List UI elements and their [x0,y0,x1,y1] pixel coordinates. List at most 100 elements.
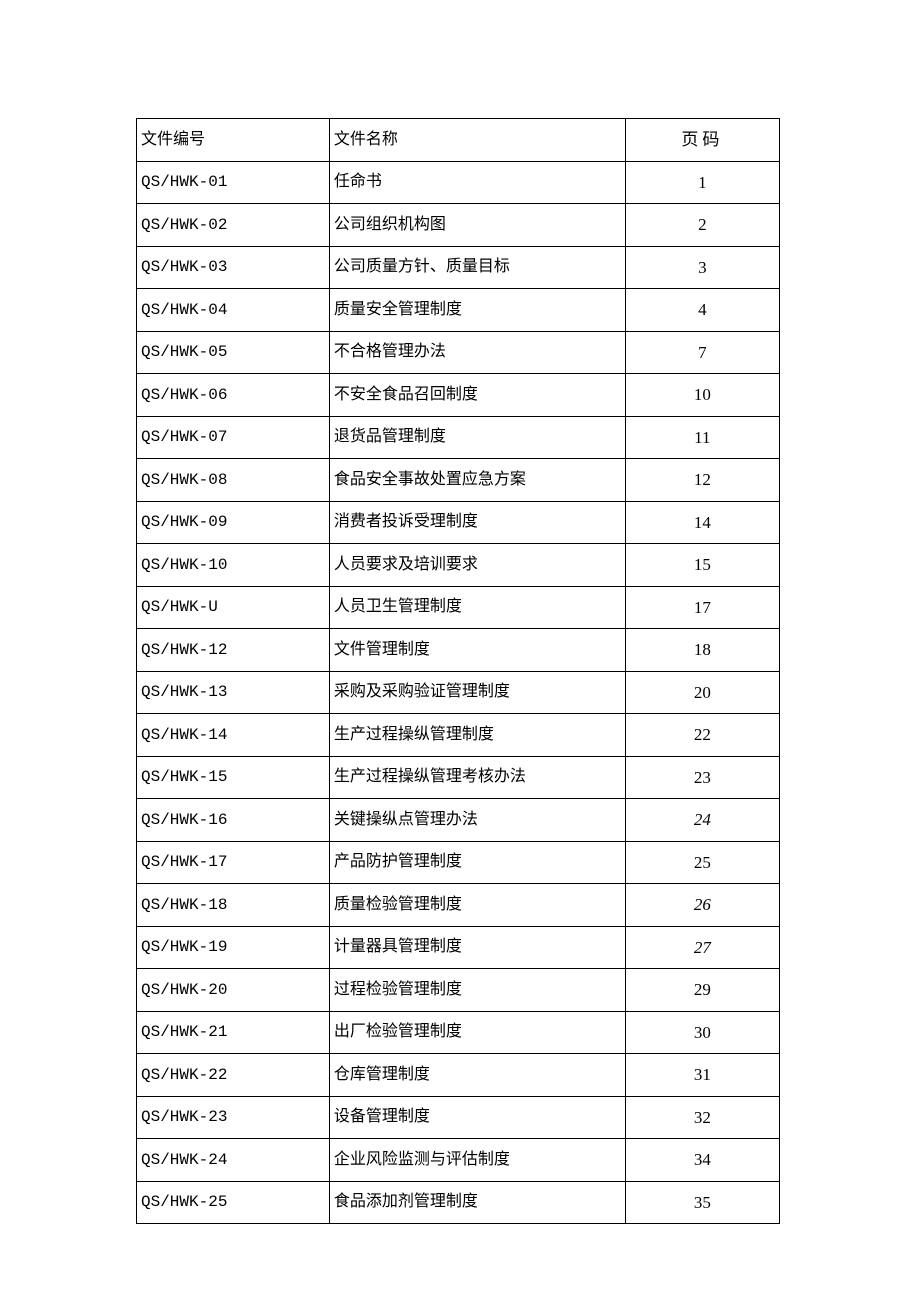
cell-page: 22 [625,714,779,757]
document-index-table: 文件编号 文件名称 页码 QS/HWK-01任命书1QS/HWK-02公司组织机… [136,118,780,1224]
cell-page: 31 [625,1054,779,1097]
cell-name: 生产过程操纵管理制度 [329,714,625,757]
cell-code: QS/HWK-09 [137,501,330,544]
table-row: QS/HWK-03公司质量方针、质量目标3 [137,246,780,289]
cell-name: 设备管理制度 [329,1096,625,1139]
cell-page: 29 [625,969,779,1012]
cell-code: QS/HWK-15 [137,756,330,799]
cell-name: 仓库管理制度 [329,1054,625,1097]
cell-page: 25 [625,841,779,884]
cell-page: 23 [625,756,779,799]
cell-page: 3 [625,246,779,289]
cell-name: 食品添加剂管理制度 [329,1181,625,1224]
cell-name: 消费者投诉受理制度 [329,501,625,544]
cell-code: QS/HWK-06 [137,374,330,417]
cell-code: QS/HWK-07 [137,416,330,459]
cell-name: 人员要求及培训要求 [329,544,625,587]
table-row: QS/HWK-13采购及采购验证管理制度20 [137,671,780,714]
cell-code: QS/HWK-25 [137,1181,330,1224]
table-row: QS/HWK-09消费者投诉受理制度14 [137,501,780,544]
table-row: QS/HWK-02公司组织机构图2 [137,204,780,247]
cell-page: 27 [625,926,779,969]
table-row: QS/HWK-25食品添加剂管理制度35 [137,1181,780,1224]
table-row: QS/HWK-19计量器具管理制度27 [137,926,780,969]
table-row: QS/HWK-23设备管理制度32 [137,1096,780,1139]
cell-name: 退货品管理制度 [329,416,625,459]
cell-page: 20 [625,671,779,714]
cell-name: 企业风险监测与评估制度 [329,1139,625,1182]
cell-page: 7 [625,331,779,374]
cell-code: QS/HWK-19 [137,926,330,969]
table-row: QS/HWK-17产品防护管理制度25 [137,841,780,884]
cell-name: 关键操纵点管理办法 [329,799,625,842]
cell-name: 过程检验管理制度 [329,969,625,1012]
cell-page: 11 [625,416,779,459]
cell-code: QS/HWK-24 [137,1139,330,1182]
table-row: QS/HWK-08食品安全事故处置应急方案12 [137,459,780,502]
cell-code: QS/HWK-03 [137,246,330,289]
header-code: 文件编号 [137,119,330,162]
cell-code: QS/HWK-04 [137,289,330,332]
cell-page: 18 [625,629,779,672]
table-body: 文件编号 文件名称 页码 QS/HWK-01任命书1QS/HWK-02公司组织机… [137,119,780,1224]
cell-page: 15 [625,544,779,587]
cell-name: 任命书 [329,161,625,204]
table-row: QS/HWK-04质量安全管理制度4 [137,289,780,332]
cell-code: QS/HWK-16 [137,799,330,842]
table-row: QS/HWK-01任命书1 [137,161,780,204]
cell-code: QS/HWK-21 [137,1011,330,1054]
table-row: QS/HWK-U人员卫生管理制度17 [137,586,780,629]
table-row: QS/HWK-15生产过程操纵管理考核办法23 [137,756,780,799]
cell-name: 人员卫生管理制度 [329,586,625,629]
cell-code: QS/HWK-05 [137,331,330,374]
cell-page: 30 [625,1011,779,1054]
cell-name: 生产过程操纵管理考核办法 [329,756,625,799]
cell-name: 公司质量方针、质量目标 [329,246,625,289]
header-name: 文件名称 [329,119,625,162]
cell-page: 35 [625,1181,779,1224]
cell-code: QS/HWK-13 [137,671,330,714]
cell-code: QS/HWK-12 [137,629,330,672]
cell-name: 不合格管理办法 [329,331,625,374]
cell-code: QS/HWK-23 [137,1096,330,1139]
table-row: QS/HWK-18质量检验管理制度26 [137,884,780,927]
cell-code: QS/HWK-02 [137,204,330,247]
cell-page: 32 [625,1096,779,1139]
cell-code: QS/HWK-17 [137,841,330,884]
cell-code: QS/HWK-01 [137,161,330,204]
cell-name: 不安全食品召回制度 [329,374,625,417]
table-row: QS/HWK-12文件管理制度18 [137,629,780,672]
cell-name: 食品安全事故处置应急方案 [329,459,625,502]
cell-code: QS/HWK-10 [137,544,330,587]
cell-code: QS/HWK-18 [137,884,330,927]
cell-code: QS/HWK-22 [137,1054,330,1097]
cell-page: 4 [625,289,779,332]
table-row: QS/HWK-05不合格管理办法7 [137,331,780,374]
table-row: QS/HWK-16关键操纵点管理办法24 [137,799,780,842]
cell-code: QS/HWK-U [137,586,330,629]
cell-code: QS/HWK-20 [137,969,330,1012]
cell-page: 2 [625,204,779,247]
cell-page: 14 [625,501,779,544]
cell-name: 质量检验管理制度 [329,884,625,927]
table-row: QS/HWK-14生产过程操纵管理制度22 [137,714,780,757]
cell-code: QS/HWK-14 [137,714,330,757]
cell-name: 公司组织机构图 [329,204,625,247]
table-row: QS/HWK-22仓库管理制度31 [137,1054,780,1097]
cell-page: 10 [625,374,779,417]
cell-page: 17 [625,586,779,629]
header-page: 页码 [625,119,779,162]
cell-name: 产品防护管理制度 [329,841,625,884]
table-row: QS/HWK-10人员要求及培训要求15 [137,544,780,587]
table-row: QS/HWK-24企业风险监测与评估制度34 [137,1139,780,1182]
table-row: QS/HWK-06不安全食品召回制度10 [137,374,780,417]
cell-page: 26 [625,884,779,927]
cell-page: 24 [625,799,779,842]
cell-page: 1 [625,161,779,204]
cell-page: 34 [625,1139,779,1182]
cell-page: 12 [625,459,779,502]
table-row: QS/HWK-21出厂检验管理制度30 [137,1011,780,1054]
cell-name: 文件管理制度 [329,629,625,672]
table-row: QS/HWK-20过程检验管理制度29 [137,969,780,1012]
table-row: QS/HWK-07退货品管理制度11 [137,416,780,459]
